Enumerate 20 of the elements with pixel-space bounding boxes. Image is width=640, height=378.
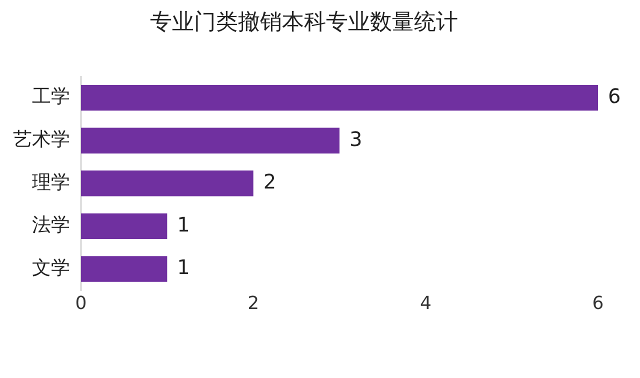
x-tick-label: 0: [75, 292, 87, 314]
bar: [81, 84, 598, 111]
data-label: 2: [263, 170, 276, 194]
bar: [81, 213, 168, 240]
y-tick-label: 文学: [32, 256, 70, 279]
y-tick-label: 艺术学: [13, 128, 70, 151]
chart-title: 专业门类撤销本科专业数量统计: [150, 10, 458, 35]
x-tick-label: 4: [420, 292, 432, 314]
y-tick-label: 工学: [32, 86, 70, 108]
y-tick-label: 法学: [32, 214, 70, 236]
bar: [81, 170, 254, 196]
bar: [81, 128, 340, 154]
data-label: 1: [177, 212, 190, 236]
y-tick-label: 理学: [32, 171, 70, 194]
data-label: 3: [350, 126, 362, 151]
data-label: 1: [177, 255, 190, 280]
x-tick-label: 2: [248, 292, 260, 314]
bar: [81, 256, 168, 282]
data-label: 6: [608, 84, 621, 108]
x-tick-label: 6: [592, 292, 604, 314]
